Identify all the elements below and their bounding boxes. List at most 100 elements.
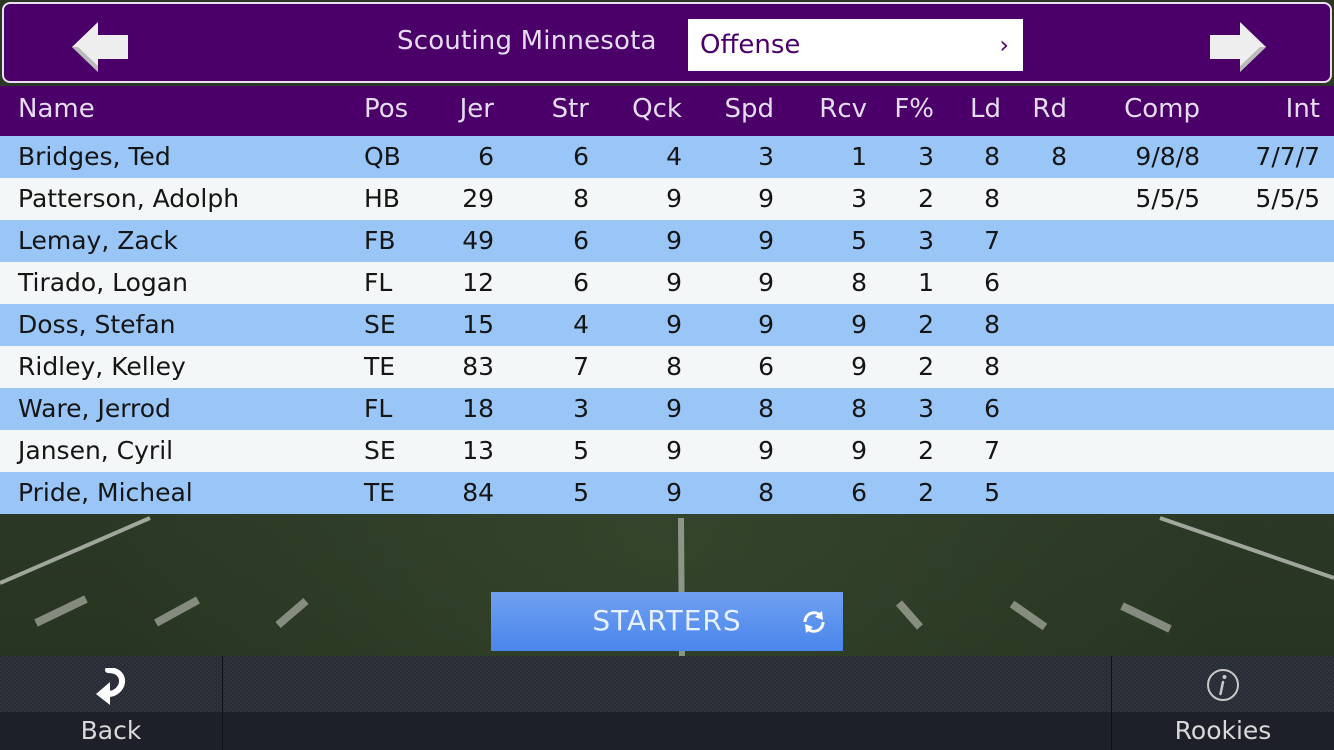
column-header-str[interactable]: Str	[551, 94, 589, 124]
refresh-icon	[803, 611, 825, 633]
column-header-name[interactable]: Name	[18, 94, 95, 124]
player-ld: 6	[984, 394, 1000, 423]
toolbar-divider	[222, 656, 223, 750]
player-qck: 9	[666, 226, 682, 255]
toolbar-divider	[1111, 656, 1112, 750]
player-qck: 4	[666, 142, 682, 171]
arrow-right-icon	[1210, 22, 1266, 72]
player-str: 5	[573, 478, 589, 507]
table-row[interactable]: Ridley, Kelley TE 83 7 8 6 9 2 8	[0, 346, 1334, 388]
player-name: Lemay, Zack	[18, 226, 178, 255]
player-fumble-pct: 2	[918, 478, 934, 507]
table-row[interactable]: Ware, Jerrod FL 18 3 9 8 8 3 6	[0, 388, 1334, 430]
player-str: 3	[573, 394, 589, 423]
player-rcv: 9	[851, 310, 867, 339]
player-spd: 9	[758, 436, 774, 465]
back-label: Back	[80, 716, 142, 745]
player-qck: 9	[666, 436, 682, 465]
player-spd: 6	[758, 352, 774, 381]
player-jer: 12	[462, 268, 494, 297]
arrow-left-icon	[72, 22, 128, 72]
player-rcv: 5	[851, 226, 867, 255]
player-jer: 15	[462, 310, 494, 339]
player-rcv: 3	[851, 184, 867, 213]
player-pos: SE	[364, 436, 396, 465]
player-ld: 8	[984, 310, 1000, 339]
table-row[interactable]: Bridges, Ted QB 6 6 4 3 1 3 8 8 9/8/8 7/…	[0, 136, 1334, 178]
table-row[interactable]: Doss, Stefan SE 15 4 9 9 9 2 8	[0, 304, 1334, 346]
player-ld: 7	[984, 226, 1000, 255]
back-button[interactable]: Back	[0, 656, 222, 750]
table-row[interactable]: Pride, Micheal TE 84 5 9 8 6 2 5	[0, 472, 1334, 514]
player-rd: 8	[1051, 142, 1067, 171]
player-pos: HB	[364, 184, 400, 213]
column-header-comp[interactable]: Comp	[1124, 94, 1200, 124]
player-jer: 6	[478, 142, 494, 171]
player-str: 4	[573, 310, 589, 339]
column-header-qck[interactable]: Qck	[632, 94, 682, 124]
column-header-spd[interactable]: Spd	[724, 94, 774, 124]
player-name: Ware, Jerrod	[18, 394, 171, 423]
table-header: Name Pos Jer Str Qck Spd Rcv F% Ld Rd Co…	[0, 86, 1334, 136]
column-header-rcv[interactable]: Rcv	[819, 94, 867, 124]
player-spd: 9	[758, 310, 774, 339]
player-ld: 5	[984, 478, 1000, 507]
table-row[interactable]: Jansen, Cyril SE 13 5 9 9 9 2 7	[0, 430, 1334, 472]
previous-team-button[interactable]	[70, 22, 130, 72]
player-name: Bridges, Ted	[18, 142, 171, 171]
player-comp: 5/5/5	[1135, 184, 1200, 213]
player-fumble-pct: 2	[918, 184, 934, 213]
player-ld: 7	[984, 436, 1000, 465]
player-rcv: 9	[851, 352, 867, 381]
back-arrow-icon	[96, 668, 126, 705]
scouting-table: Name Pos Jer Str Qck Spd Rcv F% Ld Rd Co…	[0, 86, 1334, 514]
rookies-button[interactable]: Rookies	[1112, 656, 1334, 750]
player-rcv: 1	[851, 142, 867, 171]
column-header-pos[interactable]: Pos	[364, 94, 409, 124]
bottom-toolbar: Back Rookies	[0, 656, 1334, 750]
player-spd: 3	[758, 142, 774, 171]
player-name: Jansen, Cyril	[18, 436, 174, 465]
player-name: Patterson, Adolph	[18, 184, 240, 213]
starters-button[interactable]: STARTERS	[491, 592, 843, 651]
player-qck: 9	[666, 268, 682, 297]
unit-select-dropdown[interactable]: Offense ›	[688, 19, 1023, 71]
player-qck: 9	[666, 478, 682, 507]
player-jer: 29	[462, 184, 494, 213]
page-title: Scouting Minnesota	[397, 26, 657, 56]
player-jer: 84	[462, 478, 494, 507]
column-header-jer[interactable]: Jer	[459, 94, 494, 124]
player-rcv: 9	[851, 436, 867, 465]
chevron-right-icon: ›	[999, 31, 1009, 59]
table-row[interactable]: Lemay, Zack FB 49 6 9 9 5 3 7	[0, 220, 1334, 262]
player-name: Pride, Micheal	[18, 478, 193, 507]
column-header-rd[interactable]: Rd	[1032, 94, 1067, 124]
player-pos: FL	[364, 268, 393, 297]
player-name: Tirado, Logan	[18, 268, 188, 297]
table-row[interactable]: Patterson, Adolph HB 29 8 9 9 3 2 8 5/5/…	[0, 178, 1334, 220]
header-bar: Scouting Minnesota Offense ›	[2, 2, 1332, 83]
player-pos: SE	[364, 310, 396, 339]
player-ld: 8	[984, 142, 1000, 171]
rookies-label: Rookies	[1174, 716, 1272, 745]
player-name: Doss, Stefan	[18, 310, 176, 339]
next-team-button[interactable]	[1208, 22, 1268, 72]
player-spd: 9	[758, 184, 774, 213]
player-pos: TE	[364, 478, 396, 507]
player-int: 7/7/7	[1255, 142, 1320, 171]
player-spd: 9	[758, 226, 774, 255]
player-fumble-pct: 2	[918, 436, 934, 465]
player-rcv: 8	[851, 394, 867, 423]
column-header-int[interactable]: Int	[1285, 94, 1320, 124]
table-row[interactable]: Tirado, Logan FL 12 6 9 9 8 1 6	[0, 262, 1334, 304]
player-jer: 83	[462, 352, 494, 381]
player-rcv: 8	[851, 268, 867, 297]
column-header-ld[interactable]: Ld	[970, 94, 1001, 124]
player-comp: 9/8/8	[1135, 142, 1200, 171]
player-ld: 6	[984, 268, 1000, 297]
column-header-fumble-pct[interactable]: F%	[894, 94, 934, 124]
player-str: 8	[573, 184, 589, 213]
player-pos: FL	[364, 394, 393, 423]
player-fumble-pct: 3	[918, 142, 934, 171]
player-pos: QB	[364, 142, 401, 171]
